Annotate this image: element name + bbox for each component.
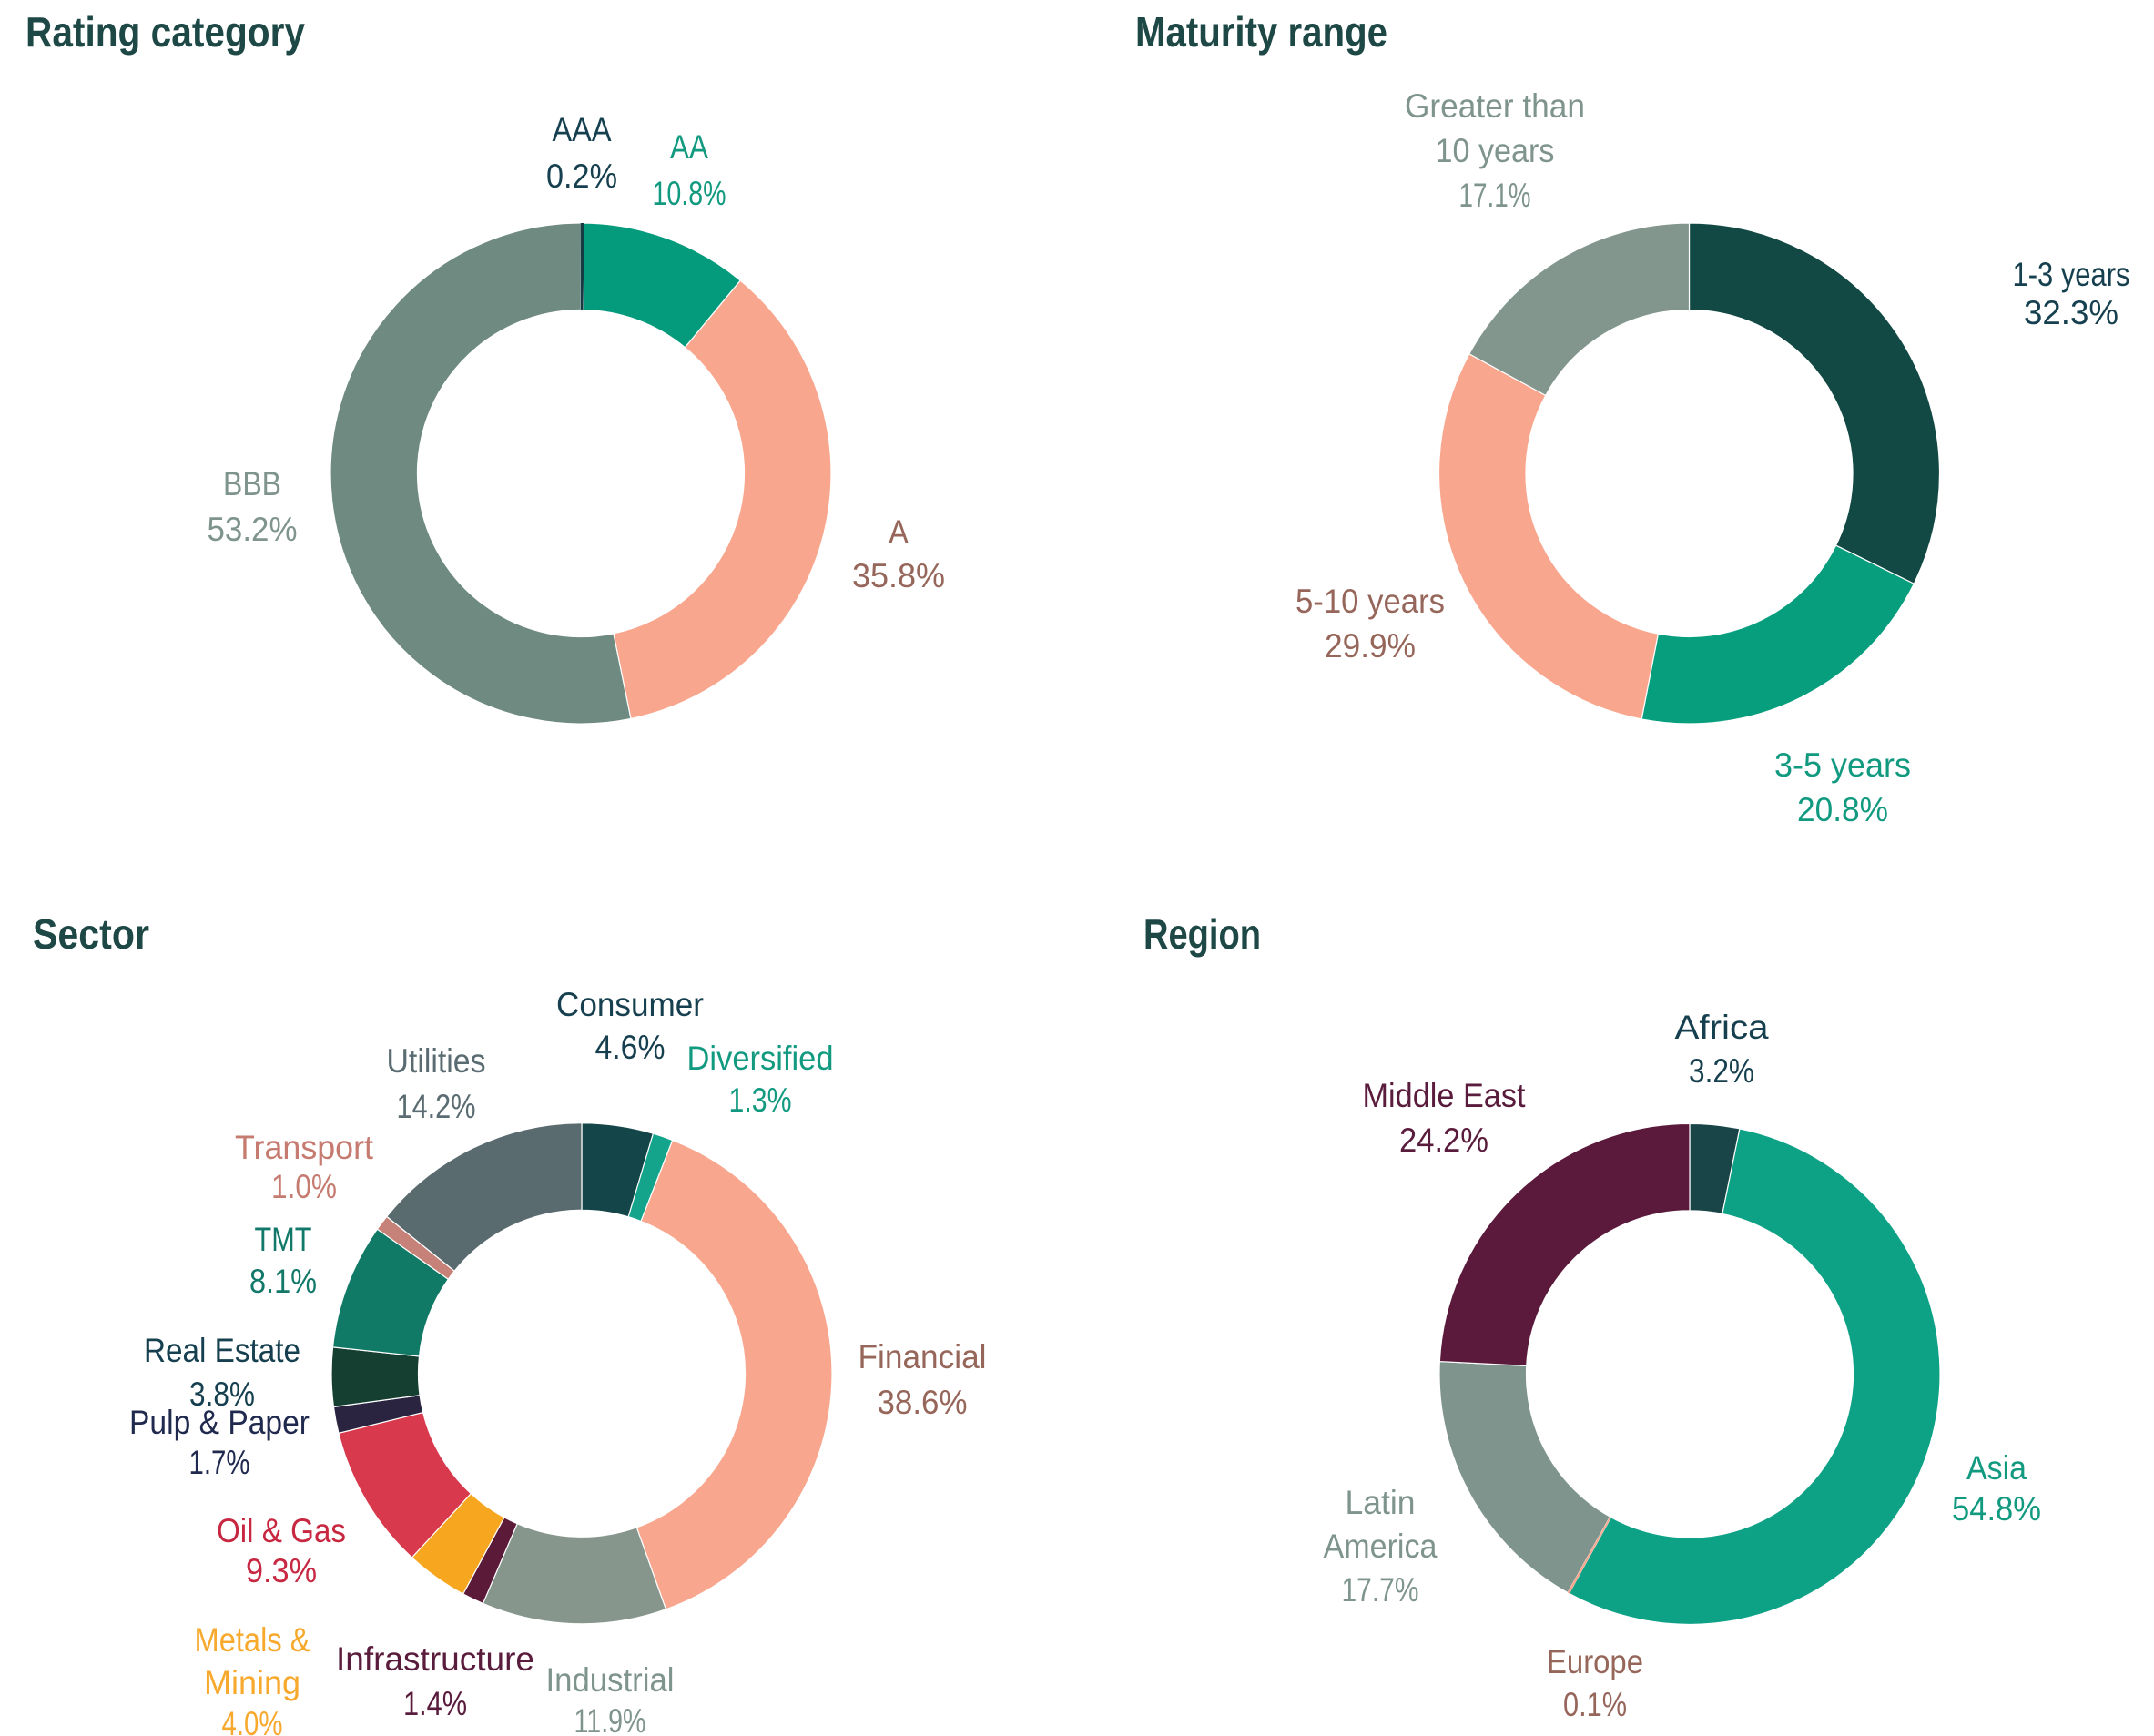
svg-text:Infrastructure: Infrastructure: [336, 1640, 534, 1678]
svg-text:Consumer: Consumer: [556, 986, 704, 1023]
svg-text:Europe: Europe: [1547, 1643, 1643, 1680]
svg-text:14.2%: 14.2%: [397, 1088, 476, 1125]
svg-text:1.0%: 1.0%: [271, 1168, 337, 1205]
svg-text:3-5 years: 3-5 years: [1774, 746, 1911, 784]
svg-text:3.8%: 3.8%: [189, 1376, 255, 1413]
svg-text:Industrial: Industrial: [546, 1661, 675, 1699]
svg-text:AAA: AAA: [553, 111, 612, 148]
svg-text:Greater than: Greater than: [1405, 87, 1585, 125]
svg-text:3.2%: 3.2%: [1689, 1052, 1754, 1090]
svg-text:35.8%: 35.8%: [852, 557, 945, 594]
svg-text:TMT: TMT: [255, 1221, 312, 1258]
svg-text:17.1%: 17.1%: [1459, 177, 1531, 214]
svg-text:Middle East: Middle East: [1363, 1077, 1527, 1114]
svg-text:1.4%: 1.4%: [403, 1685, 467, 1722]
svg-text:Diversified: Diversified: [687, 1040, 834, 1077]
svg-text:Asia: Asia: [1966, 1449, 2027, 1487]
svg-text:10.8%: 10.8%: [653, 175, 726, 212]
svg-text:Metals &: Metals &: [195, 1621, 310, 1659]
svg-text:Africa: Africa: [1675, 1009, 1769, 1046]
svg-text:A: A: [889, 513, 909, 551]
svg-text:4.0%: 4.0%: [222, 1705, 283, 1736]
svg-text:9.3%: 9.3%: [246, 1552, 317, 1589]
svg-text:America: America: [1324, 1528, 1438, 1565]
svg-text:Mining: Mining: [204, 1664, 300, 1701]
svg-text:20.8%: 20.8%: [1797, 791, 1888, 828]
svg-text:Region: Region: [1143, 910, 1261, 958]
svg-text:AA: AA: [670, 128, 708, 166]
svg-text:17.7%: 17.7%: [1342, 1571, 1419, 1609]
svg-text:29.9%: 29.9%: [1325, 627, 1416, 665]
svg-text:0.1%: 0.1%: [1563, 1686, 1627, 1723]
svg-text:1.3%: 1.3%: [729, 1081, 792, 1119]
svg-text:Latin: Latin: [1346, 1484, 1416, 1521]
svg-text:10 years: 10 years: [1436, 132, 1555, 169]
svg-text:32.3%: 32.3%: [2024, 294, 2118, 331]
svg-text:Pulp & Paper: Pulp & Paper: [129, 1404, 310, 1441]
svg-text:Oil & Gas: Oil & Gas: [217, 1512, 346, 1549]
svg-text:53.2%: 53.2%: [208, 511, 298, 548]
svg-text:Transport: Transport: [235, 1129, 374, 1166]
svg-text:1.7%: 1.7%: [189, 1444, 250, 1481]
svg-text:Maturity range: Maturity range: [1135, 8, 1387, 56]
svg-text:Utilities: Utilities: [387, 1042, 486, 1080]
svg-text:8.1%: 8.1%: [249, 1263, 317, 1300]
svg-text:1-3 years: 1-3 years: [2013, 256, 2130, 293]
svg-text:11.9%: 11.9%: [574, 1702, 646, 1736]
svg-text:4.6%: 4.6%: [595, 1029, 666, 1066]
svg-text:BBB: BBB: [223, 465, 281, 503]
svg-text:Financial: Financial: [859, 1338, 987, 1376]
svg-text:38.6%: 38.6%: [878, 1384, 968, 1421]
svg-text:Sector: Sector: [33, 910, 149, 958]
svg-text:0.2%: 0.2%: [546, 157, 617, 195]
svg-text:24.2%: 24.2%: [1399, 1122, 1488, 1159]
svg-text:5-10 years: 5-10 years: [1295, 583, 1445, 620]
svg-text:Real Estate: Real Estate: [144, 1332, 300, 1369]
svg-text:Rating category: Rating category: [25, 8, 305, 56]
svg-text:54.8%: 54.8%: [1952, 1490, 2041, 1528]
